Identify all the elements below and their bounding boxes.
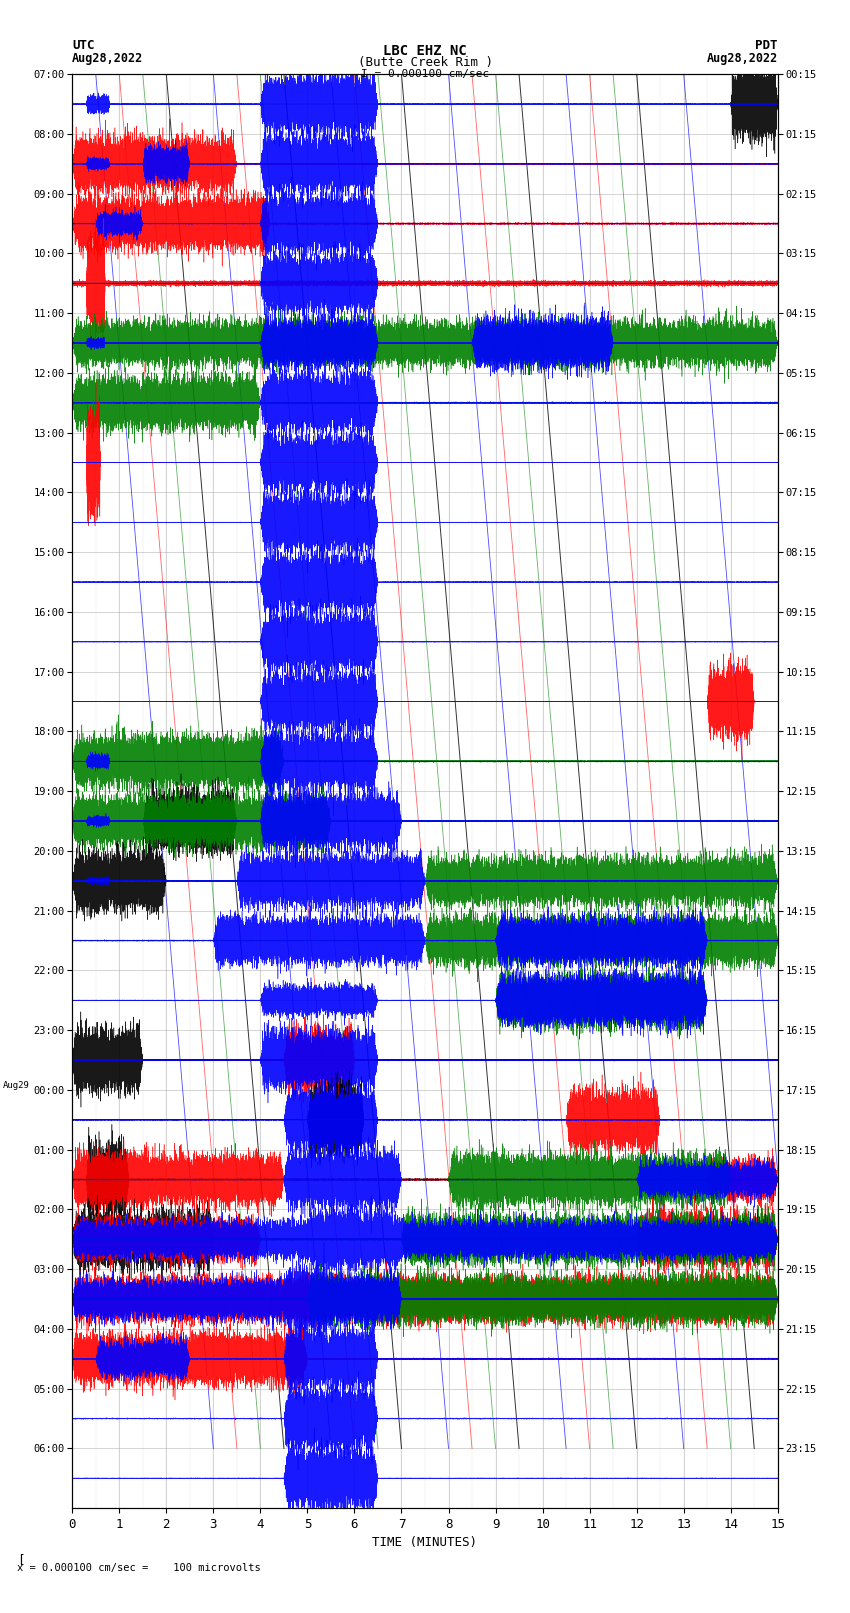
Text: Aug28,2022: Aug28,2022 <box>706 52 778 65</box>
Text: [: [ <box>17 1553 25 1566</box>
X-axis label: TIME (MINUTES): TIME (MINUTES) <box>372 1537 478 1550</box>
Text: I = 0.000100 cm/sec: I = 0.000100 cm/sec <box>361 69 489 79</box>
Text: PDT: PDT <box>756 39 778 52</box>
Text: Aug29: Aug29 <box>3 1081 30 1090</box>
Text: LBC EHZ NC: LBC EHZ NC <box>383 44 467 58</box>
Text: (Butte Creek Rim ): (Butte Creek Rim ) <box>358 56 492 69</box>
Text: x = 0.000100 cm/sec =    100 microvolts: x = 0.000100 cm/sec = 100 microvolts <box>17 1563 261 1573</box>
Text: Aug28,2022: Aug28,2022 <box>72 52 144 65</box>
Text: UTC: UTC <box>72 39 94 52</box>
